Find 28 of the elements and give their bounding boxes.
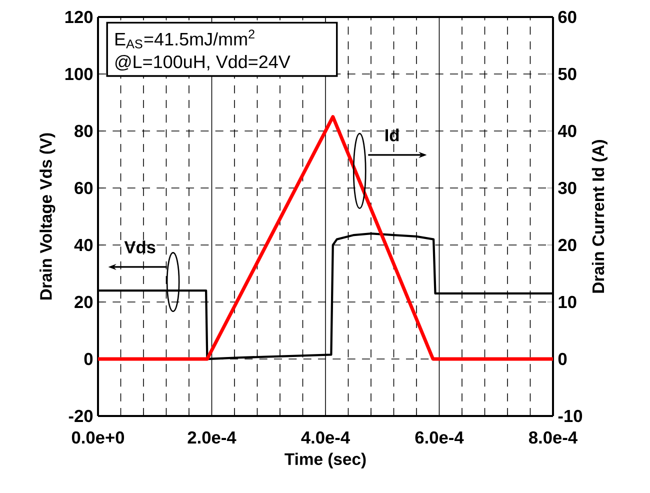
y2-tick-label: 60 [558,10,576,24]
x-tick-label: 8.0e-4 [528,431,578,444]
y-tick-label: 80 [74,124,93,138]
y-tick-label: 40 [74,238,93,252]
y-axis-title: Drain Voltage Vds (V) [40,133,56,300]
annotation: @L=100uH, Vdd=24V [115,55,290,71]
annotation: Vds [124,240,156,254]
x-tick-label: 6.0e-4 [415,431,464,444]
y-tick-label: 100 [65,68,93,80]
x-tick-label: 2.0e-4 [188,431,236,444]
y-tick-label: -20 [68,410,93,422]
y2-tick-label: 50 [558,68,576,80]
y-tick-label: 20 [74,296,93,308]
y-tick-label: 60 [74,182,93,194]
y2-tick-label: -10 [558,410,582,422]
y2-tick-label: 20 [558,238,576,252]
y2-axis-title: Drain Current Id (A) [592,140,608,293]
y2-tick-label: 0 [558,352,567,366]
y2-tick-label: 40 [558,124,576,138]
y-tick-label: 120 [65,10,93,24]
y2-tick-label: 10 [558,296,576,308]
x-tick-label: 0.0e+0 [72,431,124,444]
annotation: E$_{AS}$=41.5mJ/mm$^{2}$ [116,30,254,48]
x-tick-label: 4.0e-4 [301,431,350,444]
y2-tick-label: 30 [558,182,576,194]
annotation: Id [385,128,399,142]
y-tick-label: 0 [84,352,93,366]
x-axis-title: Time (sec) [284,452,366,468]
